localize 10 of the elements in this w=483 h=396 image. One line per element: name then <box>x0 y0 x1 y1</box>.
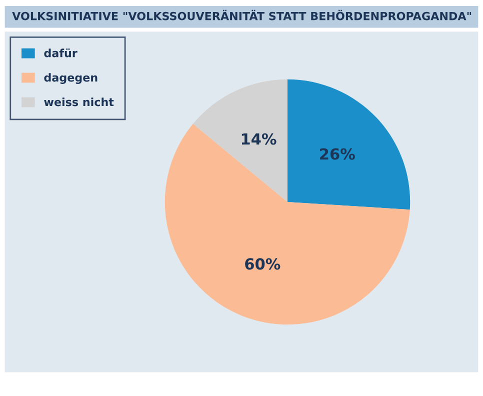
data-label: 60% <box>245 258 280 270</box>
pie-slice <box>164 124 410 325</box>
legend-label: weiss nicht <box>44 98 114 106</box>
data-label: 14% <box>242 133 276 145</box>
legend-label: dafür <box>44 48 78 58</box>
legend-label: dagegen <box>44 73 98 84</box>
chart-title: VOLKSINITIATIVE "VOLKSSOUVERÄNITÄT STATT BEHÖRDENPROPAGANDA" <box>12 10 472 20</box>
data-label: 26% <box>320 148 355 160</box>
pie-slice <box>193 79 288 202</box>
pie-slice <box>288 79 410 210</box>
